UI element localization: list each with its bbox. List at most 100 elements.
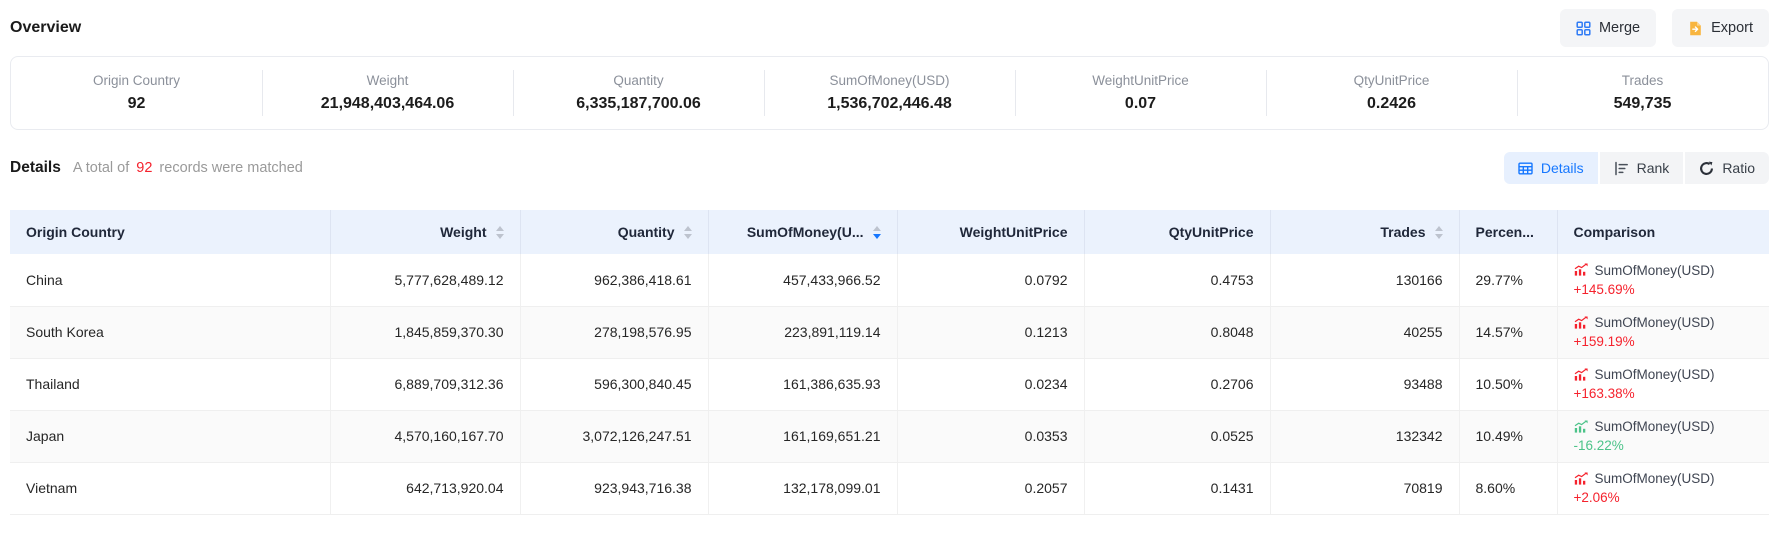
column-header-sum[interactable]: SumOfMoney(U... [708,210,898,254]
column-header-quantity[interactable]: Quantity [520,210,709,254]
cell-country: Thailand [10,358,331,411]
cell-quantity: 962,386,418.61 [520,254,709,307]
column-header-weight[interactable]: Weight [330,210,521,254]
comparison-metric: SumOfMoney(USD) [1594,262,1715,278]
stat-value: 92 [127,95,146,112]
comparison-block: SumOfMoney(USD) +2.06% [1574,471,1754,505]
cell-weight: 4,570,160,167.70 [330,410,521,463]
table-row-china: China 5,777,628,489.12 962,386,418.61 457,4… [10,254,1769,307]
view-tab-rank[interactable]: Rank [1599,152,1684,184]
sort-descending-caret-icon [495,233,504,239]
sort-descending-caret-icon [683,233,692,239]
rank-icon [1614,161,1629,176]
comparison-change: +159.19% [1573,334,1635,349]
trend-chart-icon [1574,420,1588,434]
stat-value: 6,335,187,700.06 [576,95,701,112]
view-switch-group: Details Rank Ratio [1503,152,1769,184]
view-tab-label: Rank [1636,160,1670,176]
comparison-metric: SumOfMoney(USD) [1594,315,1715,330]
column-label: Trades [1380,224,1426,240]
ratio-icon [1699,161,1714,176]
overview-stat-weightunitprice: WeightUnitPrice 0.07 [1015,69,1266,117]
column-header-trades[interactable]: Trades [1270,210,1460,254]
merge-button[interactable]: Merge [1559,9,1657,47]
stat-label: QtyUnitPrice [1353,73,1430,88]
overview-summary-card: Origin Country 92 Weight 21,948,403,464.… [10,56,1769,130]
cell-sum: 457,433,966.52 [708,254,898,307]
sort-ascending-caret-icon [1434,225,1443,231]
records-matched-count: 92 [136,160,153,176]
cell-comparison: SumOfMoney(USD) +163.38% [1557,358,1769,411]
sort-carets-icon[interactable] [872,225,881,239]
overview-stat-qtyunitprice: QtyUnitPrice 0.2426 [1266,69,1517,117]
stat-value: 549,735 [1613,95,1672,112]
cell-percent: 10.49% [1459,410,1558,463]
sort-carets-icon[interactable] [1434,225,1443,239]
cell-qty_unit_price: 0.1431 [1084,462,1271,515]
view-tab-ratio[interactable]: Ratio [1685,152,1769,184]
merge-button-label: Merge [1598,20,1641,36]
view-tab-details[interactable]: Details [1503,152,1598,184]
merge-grid-icon [1576,20,1591,36]
sort-carets-icon[interactable] [495,225,504,239]
stat-label: WeightUnitPrice [1092,73,1189,88]
comparison-change: +2.06% [1573,490,1620,505]
cell-percent: 29.77% [1459,254,1558,307]
comparison-metric: SumOfMoney(USD) [1594,367,1715,382]
cell-qty_unit_price: 0.2706 [1084,358,1271,411]
page: Overview Merge Export Origin Country 92 … [0,0,1779,523]
cell-weight: 642,713,920.04 [330,462,521,515]
cell-quantity: 923,943,716.38 [520,462,709,515]
cell-country: Vietnam [10,462,331,515]
stat-label: Quantity [613,73,664,88]
stat-value: 1,536,702,446.48 [827,95,952,112]
stat-label: Origin Country [92,73,181,88]
records-matched-suffix: records were matched [159,160,303,176]
sort-ascending-caret-icon [872,225,881,231]
comparison-block: SumOfMoney(USD) +159.19% [1574,315,1754,349]
column-header-percent: Percen... [1459,210,1558,254]
overview-stat-sumofmoney-usd: SumOfMoney(USD) 1,536,702,446.48 [764,69,1015,117]
column-header-comparison: Comparison [1557,210,1769,254]
export-file-icon [1688,21,1703,36]
trend-chart-icon [1574,316,1588,330]
comparison-block: SumOfMoney(USD) +163.38% [1574,367,1754,401]
export-button[interactable]: Export [1672,9,1769,47]
export-button-label: Export [1711,20,1753,36]
sort-descending-caret-icon [872,233,881,239]
cell-country: Japan [10,410,331,463]
cell-qty_unit_price: 0.4753 [1084,254,1271,307]
cell-weight: 6,889,709,312.36 [330,358,521,411]
cell-trades: 130166 [1270,254,1460,307]
stat-value: 0.2426 [1367,95,1416,112]
cell-sum: 223,891,119.14 [708,306,898,359]
cell-percent: 8.60% [1459,462,1558,515]
details-table: Origin Country Weight Quantity SumOfMoney(U… [10,210,1769,515]
column-header-weight_unit_price: WeightUnitPrice [897,210,1085,254]
cell-comparison: SumOfMoney(USD) +145.69% [1557,254,1769,307]
cell-trades: 132342 [1270,410,1460,463]
cell-trades: 40255 [1270,306,1460,359]
comparison-block: SumOfMoney(USD) -16.22% [1574,419,1754,453]
sort-ascending-caret-icon [683,225,692,231]
cell-quantity: 278,198,576.95 [520,306,709,359]
view-tab-label: Ratio [1722,160,1755,176]
cell-country: South Korea [10,306,331,359]
top-bar: Overview Merge Export [10,8,1769,48]
cell-qty_unit_price: 0.0525 [1084,410,1271,463]
table-header-row: Origin Country Weight Quantity SumOfMoney(U… [10,210,1769,254]
column-header-country: Origin Country [10,210,331,254]
comparison-change: +163.38% [1573,386,1635,401]
cell-weight_unit_price: 0.0353 [897,410,1085,463]
cell-weight_unit_price: 0.1213 [897,306,1085,359]
table-row-vietnam: Vietnam 642,713,920.04 923,943,716.38 132,1… [10,462,1769,515]
cell-weight: 1,845,859,370.30 [330,306,521,359]
sort-carets-icon[interactable] [683,225,692,239]
table-row-thailand: Thailand 6,889,709,312.36 596,300,840.45 16… [10,358,1769,411]
column-label: QtyUnitPrice [1168,224,1254,240]
stat-value: 0.07 [1124,95,1157,112]
top-actions: Merge Export [1559,9,1769,47]
cell-trades: 70819 [1270,462,1460,515]
table-row-japan: Japan 4,570,160,167.70 3,072,126,247.51 161… [10,410,1769,463]
cell-sum: 161,386,635.93 [708,358,898,411]
